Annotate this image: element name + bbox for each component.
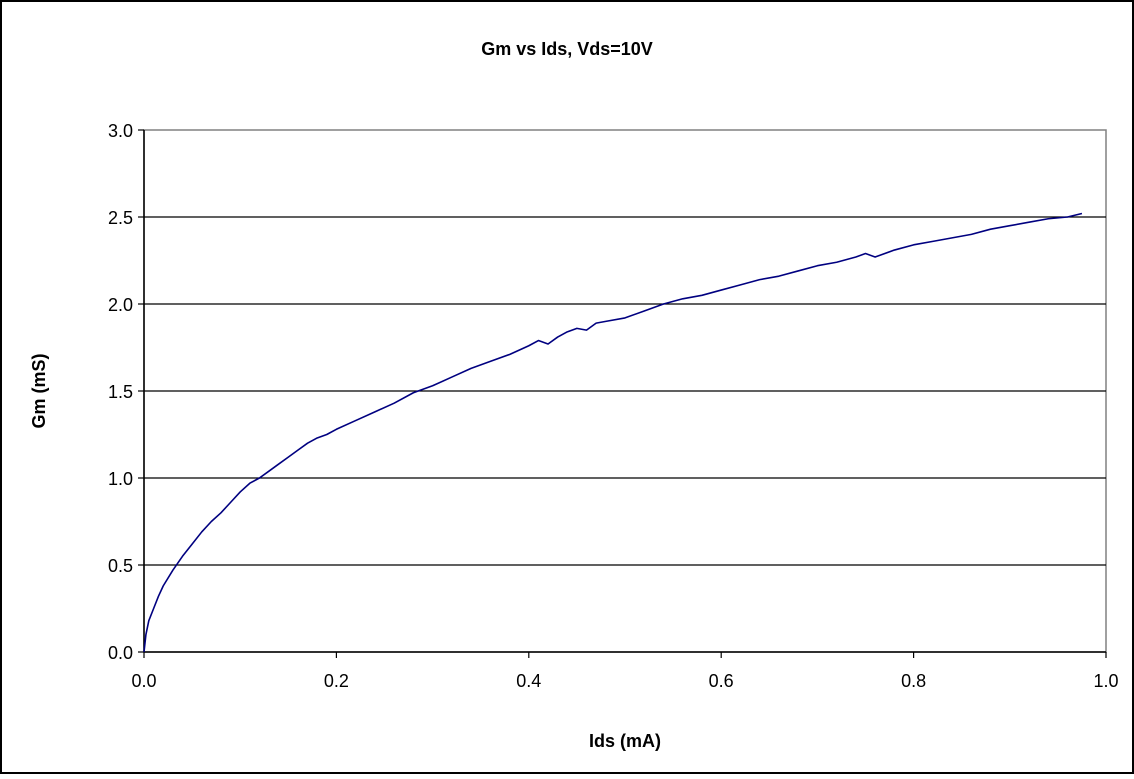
tick-labels: 0.0 0.5 1.0 1.5 2.0 2.5 3.0 0.0 0.2 0.4 0.6 0.8 1.0 xyxy=(108,121,1119,691)
x-tick-label: 0.2 xyxy=(324,671,349,691)
x-tick-label: 0.6 xyxy=(709,671,734,691)
y-tick-label: 2.5 xyxy=(108,208,133,228)
tick-marks xyxy=(138,129,1107,658)
x-tick-label: 0.4 xyxy=(516,671,541,691)
x-axis-title: Ids (mA) xyxy=(589,731,661,751)
gridlines xyxy=(144,216,1106,566)
y-tick-label: 0.5 xyxy=(108,556,133,576)
chart-title: Gm vs Ids, Vds=10V xyxy=(481,39,653,59)
y-tick-label: 1.0 xyxy=(108,469,133,489)
series-layer xyxy=(143,212,1083,653)
y-tick-label: 0.0 xyxy=(108,643,133,663)
y-axis-title: Gm (mS) xyxy=(29,353,49,428)
series-line-gm xyxy=(143,212,1083,653)
x-tick-label: 0.8 xyxy=(901,671,926,691)
y-tick-label: 2.0 xyxy=(108,295,133,315)
x-tick-label: 1.0 xyxy=(1093,671,1118,691)
x-tick-label: 0.0 xyxy=(131,671,156,691)
y-tick-label: 1.5 xyxy=(108,382,133,402)
y-tick-label: 3.0 xyxy=(108,121,133,141)
